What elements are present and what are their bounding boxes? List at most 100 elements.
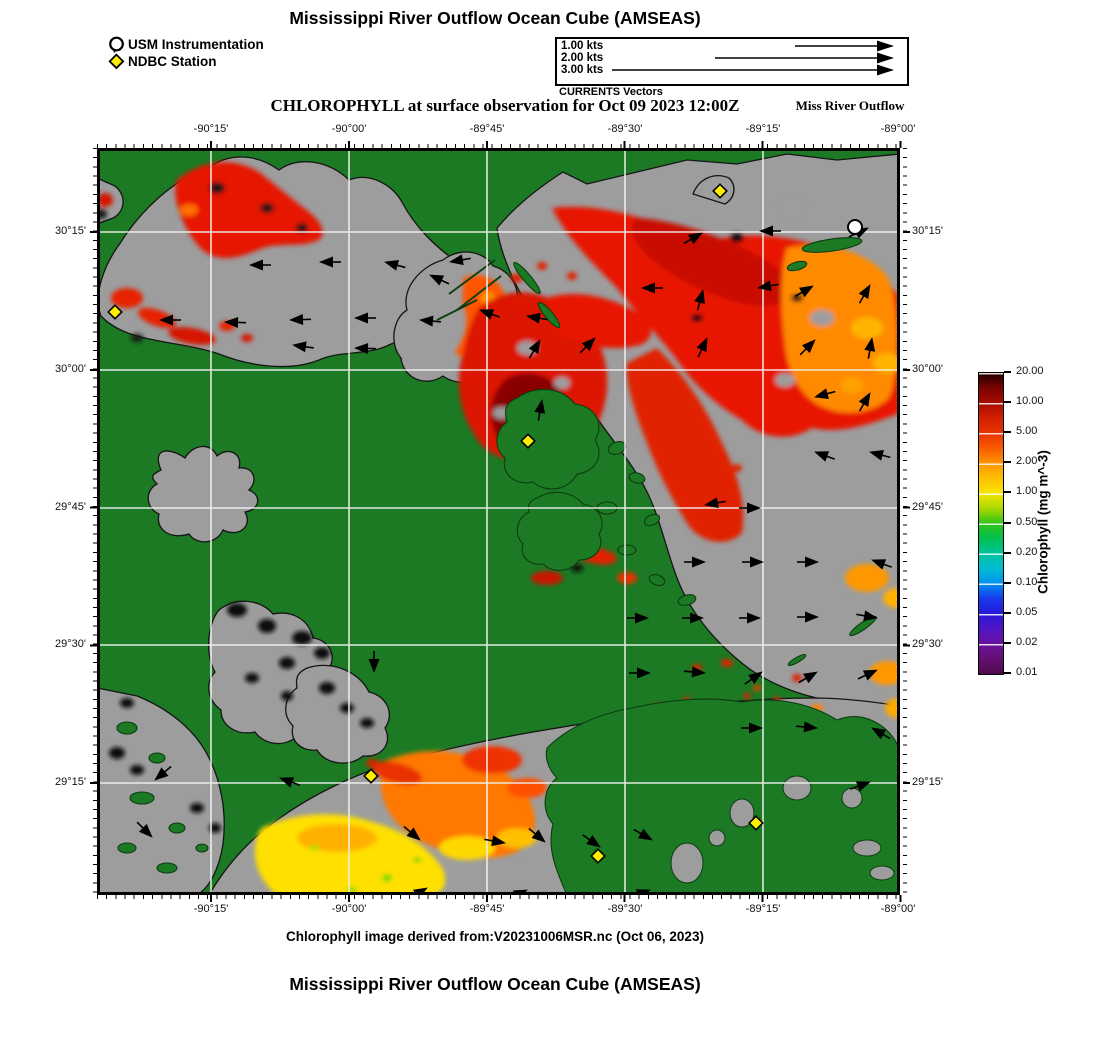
station-markers [107,183,863,864]
lat-tick-label-right: 29°45' [912,501,943,513]
colorbar-tick [1004,551,1011,554]
current-vector-arrow [429,274,450,286]
current-vector-arrow [484,835,506,847]
current-vector-arrow [289,314,312,326]
current-vector-arrow [159,314,181,326]
currents-scale-arrows [612,40,894,76]
colorbar-tick-label: 0.10 [1016,575,1038,588]
current-vector-arrow [849,781,871,792]
current-vector-arrow [797,556,819,568]
graticule [97,148,900,895]
current-vector-arrow [814,388,836,399]
bottom-minor-ticks [97,895,903,899]
ndbc-station-marker [363,768,379,784]
lat-tick-label-right: 30°00' [912,363,943,375]
current-vector-arrow [794,285,814,298]
current-vector-arrow [744,671,763,685]
lat-tick-label-right: 29°15' [912,776,943,788]
current-vector-arrow [871,727,891,740]
lat-tick-label-left: 30°00' [55,363,86,375]
current-vector-arrow [799,339,816,356]
cloud-smudges [109,603,374,833]
left-minor-ticks [93,148,97,895]
current-vector-arrow [739,502,761,514]
colorbar-tick-label: 10.00 [1016,395,1044,408]
current-vector-arrow [279,777,301,788]
lon-tick-label-top: -89°15' [745,123,781,135]
usm-instrumentation-marker [847,219,863,235]
current-vector-arrow [633,828,653,841]
marsh-islands [116,237,900,895]
ndbc-station-marker [520,433,536,449]
current-vector-arrow [814,451,836,462]
lon-tick-label-top: -89°30' [607,123,643,135]
current-vector-arrow [154,765,172,781]
lon-tick-label-bottom: -89°00' [880,903,916,915]
current-vector-arrow [403,825,421,841]
current-vector-arrow [857,669,878,681]
colorbar-tick [1004,611,1011,614]
top-minor-ticks [97,144,903,148]
current-vector-arrow [249,259,271,271]
lon-tick-label-bottom: -90°00' [331,903,367,915]
current-vector-arrow [796,721,818,733]
lon-tick-label-top: -90°00' [331,123,367,135]
current-vector-arrow [384,260,406,271]
colorbar-tick-label: 0.02 [1016,635,1038,648]
colorbar-tick-label: 5.00 [1016,425,1038,438]
currents-scale-1kt: 1.00 kts [561,40,604,52]
legend-ndbc-label: NDBC Station [128,54,217,69]
current-vector-arrow [354,342,377,354]
current-vector-arrow [858,392,871,412]
colorbar-tick [1004,371,1011,373]
lon-tick-label-bottom: -90°15' [193,903,229,915]
current-vector-arrow [696,337,708,358]
current-vector-arrow [354,312,376,324]
colorbar-tick-label: 1.00 [1016,485,1038,498]
current-vector-arrow [864,337,876,359]
current-vector-arrow [449,254,471,266]
currents-scale-3kt: 3.00 kts [561,64,604,76]
colorbar-tick-label: 20.00 [1016,365,1044,377]
colorbar-tick-label: 0.50 [1016,515,1038,528]
current-vector-arrow [292,341,314,353]
current-vector-arrow [368,651,380,673]
chlorophyll-field [97,162,900,895]
colorbar-tick [1004,431,1011,434]
current-vector-arrow [641,282,663,294]
ndbc-diamond-icon [108,53,125,70]
colorbar-tick-label: 0.05 [1016,605,1038,618]
current-vector-arrow [798,671,818,684]
current-vector-arrow [741,722,763,734]
current-vector-arrow [742,556,764,568]
lon-tick-label-top: -89°45' [469,123,505,135]
current-vector-arrow [871,559,893,570]
current-vector-arrow [757,280,779,292]
lon-tick-label-bottom: -89°45' [469,903,505,915]
colorbar-tick [1004,672,1011,674]
colorbar-tick [1004,491,1011,494]
ndbc-station-marker [590,848,606,864]
current-vector-arrow [579,337,596,354]
current-vector-arrow [419,315,441,327]
lat-tick-label-left: 30°15' [55,225,86,237]
current-vector-arrow [684,666,706,678]
lat-tick-label-right: 30°15' [912,225,943,237]
current-vector-arrow [856,610,878,622]
current-vector-arrow [528,827,546,843]
current-vector-arrow [682,612,704,624]
lon-tick-label-bottom: -89°30' [607,903,643,915]
map-border [97,148,900,895]
colorbar-tick [1004,461,1011,464]
current-vector-arrow [759,225,781,237]
current-vector-arrow [869,450,891,461]
lat-tick-label-right: 29°30' [912,638,943,650]
usm-circle-icon [109,36,124,53]
current-arrows [136,225,893,895]
current-vector-arrow [858,284,871,304]
current-vector-arrow [526,312,548,324]
region-label: Miss River Outflow [795,98,905,113]
currents-scale-2kt: 2.00 kts [561,52,604,64]
source-note: Chlorophyll image derived from:V20231006… [286,929,704,944]
colorbar-tick [1004,641,1011,644]
